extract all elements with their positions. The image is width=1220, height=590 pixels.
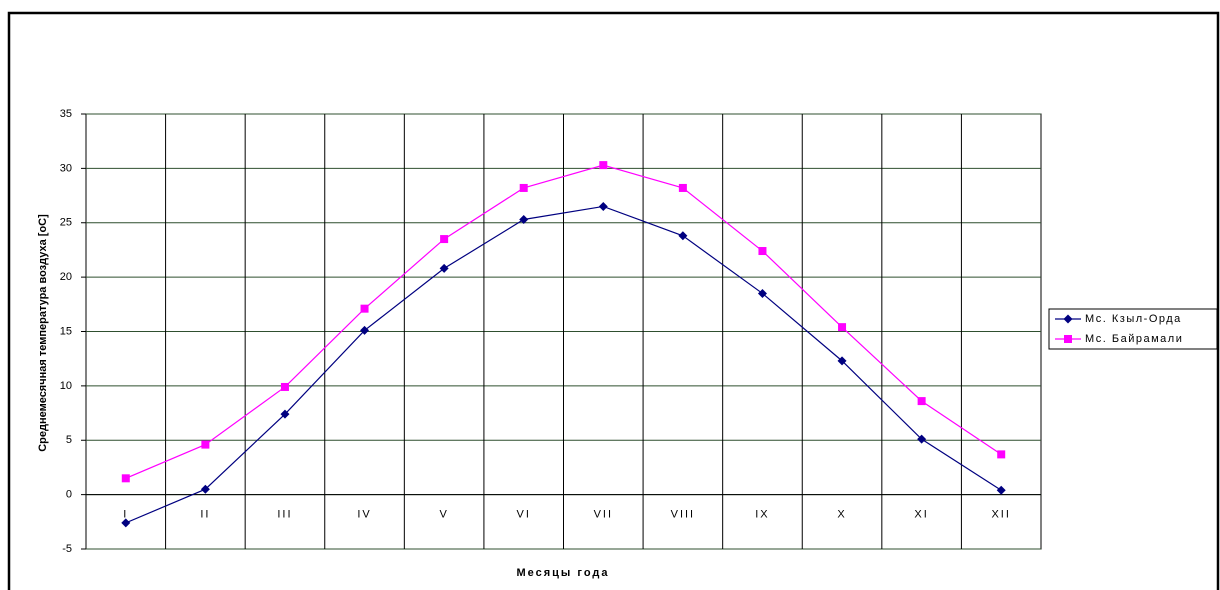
x-tick-label: X <box>837 509 846 521</box>
marker <box>519 183 528 192</box>
y-tick-label: 35 <box>60 108 72 120</box>
x-tick-label: IX <box>755 509 769 521</box>
y-tick-label: 5 <box>66 434 72 446</box>
legend-label: Мс. Байрамали <box>1085 333 1183 345</box>
x-tick-label: IV <box>357 509 371 521</box>
legend-box <box>1048 308 1218 350</box>
marker <box>917 434 927 444</box>
marker <box>837 356 847 366</box>
marker <box>996 485 1006 495</box>
y-tick-label: 0 <box>66 489 72 501</box>
marker <box>757 288 767 298</box>
marker <box>838 323 847 332</box>
marker <box>121 474 130 483</box>
x-tick-label: XI <box>914 509 928 521</box>
marker <box>360 325 370 335</box>
marker <box>121 518 131 528</box>
x-tick-label: I <box>123 509 128 521</box>
chart-frame <box>7 11 1220 590</box>
y-axis-title: Среднемесячная температура воздуха [oC] <box>37 214 49 452</box>
marker <box>519 214 529 224</box>
x-tick-label: VII <box>594 509 613 521</box>
marker <box>280 382 289 391</box>
marker <box>598 201 608 211</box>
marker <box>360 304 369 313</box>
x-axis-title: Месяцы года <box>517 567 610 579</box>
marker <box>280 409 290 419</box>
marker <box>200 484 210 494</box>
series-line <box>125 205 1002 524</box>
x-tick-label: V <box>439 509 448 521</box>
series-line <box>125 164 1002 479</box>
x-tick-label: XII <box>991 509 1010 521</box>
y-tick-label: 30 <box>60 162 72 174</box>
y-tick-label: 10 <box>60 380 72 392</box>
marker <box>599 161 608 170</box>
marker <box>678 231 688 241</box>
x-tick-label: III <box>277 509 292 521</box>
y-tick-label: -5 <box>62 543 72 555</box>
marker <box>758 247 767 256</box>
marker <box>997 450 1006 459</box>
marker <box>1064 335 1072 343</box>
y-tick-label: 15 <box>60 325 72 337</box>
marker <box>917 397 926 406</box>
x-tick-label: VI <box>517 509 531 521</box>
marker <box>440 235 449 244</box>
x-tick-label: II <box>200 509 210 521</box>
marker <box>1063 314 1073 324</box>
marker <box>439 263 449 273</box>
marker <box>678 183 687 192</box>
legend-label: Мс. Кзыл-Орда <box>1085 313 1182 325</box>
y-tick-label: 25 <box>60 217 72 229</box>
y-tick-label: 20 <box>60 271 72 283</box>
marker <box>201 440 210 449</box>
x-tick-label: VIII <box>671 509 696 521</box>
